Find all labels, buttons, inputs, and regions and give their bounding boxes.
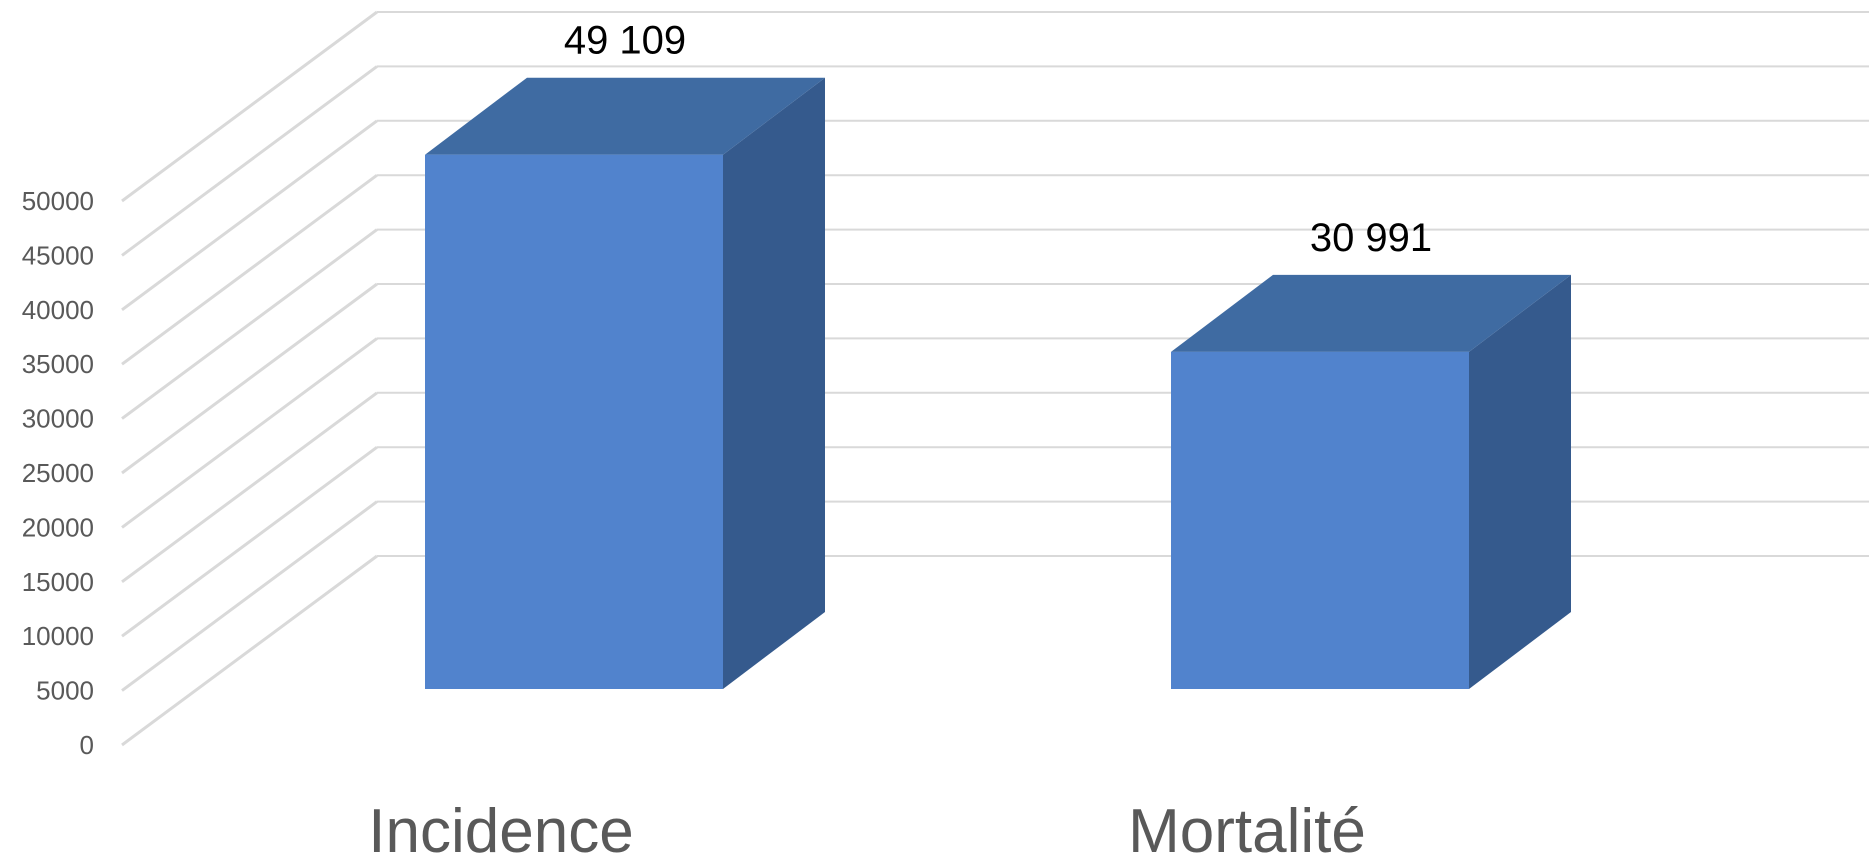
gridline-diagonal [121,10,378,203]
gridline-diagonal [121,391,378,584]
y-tick-label: 15000 [22,567,94,597]
y-tick-label: 20000 [22,512,94,542]
bar-data-label: 49 109 [564,19,686,63]
y-tick-label: 5000 [36,676,94,706]
y-tick-label: 50000 [22,186,94,216]
gridline-diagonal [121,500,378,692]
bar-side [723,77,825,689]
bar-data-label: 30 991 [1310,216,1432,260]
y-tick-label: 25000 [22,458,94,488]
y-axis: 0 5000 10000 15000 20000 25000 30000 35000 40000… [22,186,94,760]
gridline-diagonal [121,554,378,747]
grid-layer [121,10,1869,747]
y-tick-label: 0 [80,730,94,760]
gridline-diagonal [121,337,378,529]
gridline-diagonal [121,282,378,475]
bar-top [1171,274,1571,352]
labels: 49 109 Incidence 30 991 Mortalité [368,19,1432,859]
gridline-diagonal [121,173,378,366]
y-tick-label: 30000 [22,404,94,434]
bar-top [425,77,825,155]
gridline-diagonal [121,228,378,420]
bar-front [425,154,723,689]
gridline-diagonal [121,445,378,638]
category-label: Mortalité [1128,797,1366,859]
bar-front [1171,351,1469,689]
bar-side [1469,274,1571,689]
gridline-diagonal [121,65,378,257]
y-tick-label: 10000 [22,621,94,651]
category-label: Incidence [368,797,633,859]
y-tick-label: 35000 [22,349,94,379]
gridline-diagonal [121,119,378,312]
bars [425,77,1571,689]
y-tick-label: 40000 [22,295,94,325]
y-tick-label: 45000 [22,240,94,270]
